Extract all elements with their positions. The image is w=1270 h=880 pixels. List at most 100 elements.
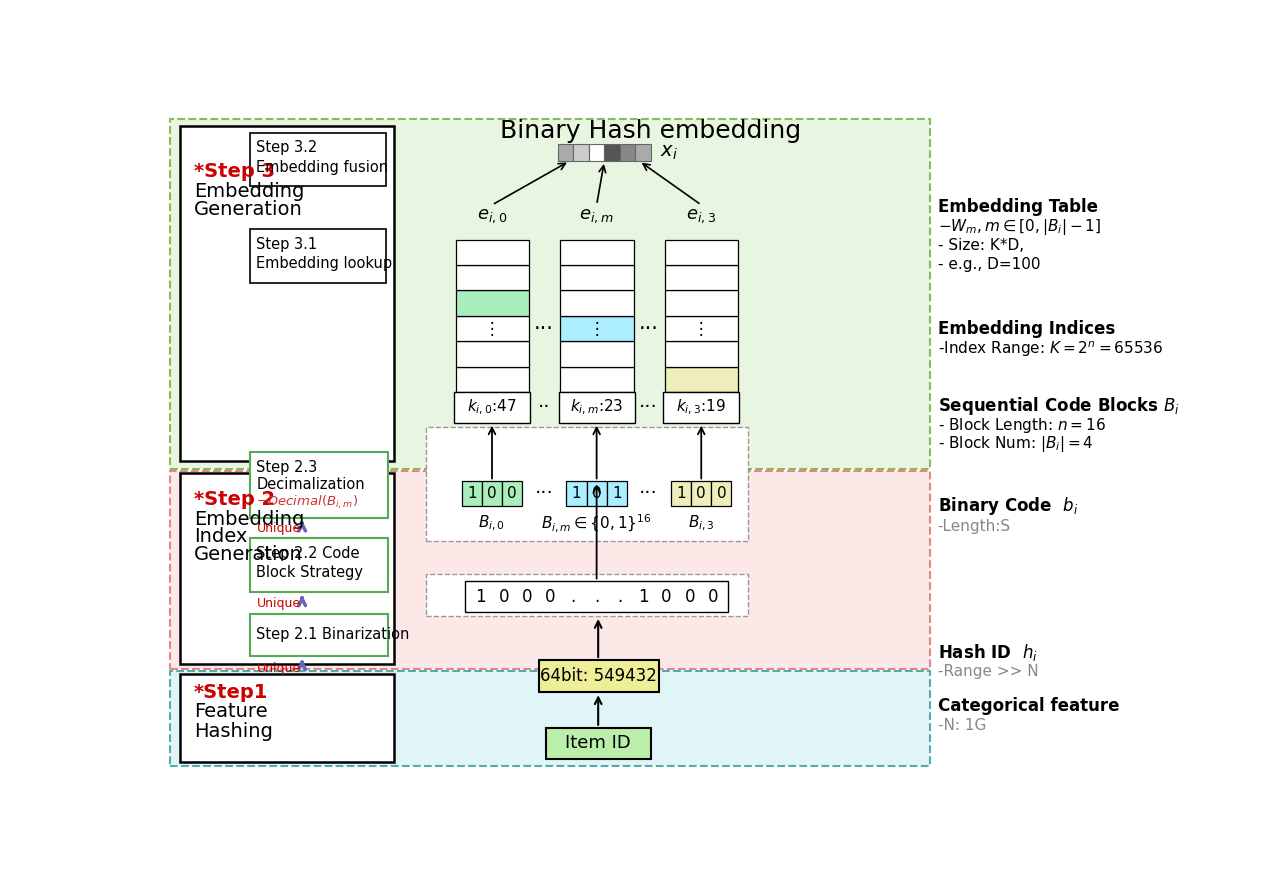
Bar xyxy=(664,316,738,341)
Text: - Block Num: $|B_i| = 4$: - Block Num: $|B_i| = 4$ xyxy=(937,435,1093,454)
Bar xyxy=(559,392,635,422)
Bar xyxy=(180,473,394,664)
Text: 0: 0 xyxy=(592,486,602,502)
Text: - Block Length: $n = 16$: - Block Length: $n = 16$ xyxy=(937,416,1106,436)
Text: $x_i$: $x_i$ xyxy=(660,143,678,162)
Text: .: . xyxy=(594,588,599,605)
Bar xyxy=(180,674,394,762)
Text: Embedding: Embedding xyxy=(193,510,304,529)
Bar xyxy=(607,481,627,506)
Bar xyxy=(180,127,394,461)
Bar xyxy=(560,239,634,265)
Bar xyxy=(170,119,930,469)
Bar xyxy=(481,481,502,506)
Text: Sequential Code Blocks $B_i$: Sequential Code Blocks $B_i$ xyxy=(937,395,1180,417)
Text: ···: ··· xyxy=(535,484,554,503)
Bar xyxy=(587,481,607,506)
Text: *Step 3: *Step 3 xyxy=(193,162,274,180)
Text: Item ID: Item ID xyxy=(565,734,631,752)
Text: ···: ··· xyxy=(533,319,554,339)
Text: Step 3.2: Step 3.2 xyxy=(257,141,318,156)
Bar xyxy=(558,144,573,161)
Text: Block Strategy: Block Strategy xyxy=(257,565,363,580)
Text: 0: 0 xyxy=(522,588,532,605)
Text: 1: 1 xyxy=(467,486,476,502)
Bar xyxy=(664,265,738,290)
Text: Embedding fusion: Embedding fusion xyxy=(257,159,389,175)
Bar xyxy=(250,614,389,656)
Text: Unique: Unique xyxy=(257,662,301,675)
Text: Generation: Generation xyxy=(193,200,302,219)
Bar xyxy=(691,481,711,506)
Text: Hash ID  $h_i$: Hash ID $h_i$ xyxy=(937,642,1038,663)
Text: 1: 1 xyxy=(572,486,582,502)
Text: 1: 1 xyxy=(638,588,649,605)
Bar xyxy=(170,471,930,669)
Text: 0: 0 xyxy=(545,588,555,605)
Bar xyxy=(538,660,659,693)
Text: *Step 2: *Step 2 xyxy=(193,490,274,510)
Text: *Step1: *Step1 xyxy=(193,683,268,702)
Text: 1: 1 xyxy=(612,486,621,502)
Bar xyxy=(250,229,386,282)
Bar xyxy=(620,144,635,161)
Text: Hashing: Hashing xyxy=(193,722,273,741)
Text: Step 2.2 Code: Step 2.2 Code xyxy=(257,546,359,561)
Text: ··: ·· xyxy=(537,398,550,417)
Text: ···: ··· xyxy=(639,484,658,503)
Text: ⋮: ⋮ xyxy=(484,319,500,338)
Bar xyxy=(573,144,589,161)
Text: -Length:S: -Length:S xyxy=(937,518,1011,533)
Text: $k_{i,m}$:23: $k_{i,m}$:23 xyxy=(570,398,624,417)
Text: Step 3.1: Step 3.1 xyxy=(257,237,318,252)
Text: $-Decimal(B_{i,m})$: $-Decimal(B_{i,m})$ xyxy=(257,494,358,511)
Bar xyxy=(635,144,650,161)
Text: Embedding: Embedding xyxy=(193,182,304,202)
Text: 0: 0 xyxy=(507,486,517,502)
Bar xyxy=(427,574,748,616)
Text: .: . xyxy=(570,588,577,605)
Text: 64bit: 549432: 64bit: 549432 xyxy=(540,667,657,686)
Bar xyxy=(664,341,738,367)
Text: Embedding Indices: Embedding Indices xyxy=(937,320,1115,338)
Text: $B_{i,3}$: $B_{i,3}$ xyxy=(688,513,715,532)
Text: .: . xyxy=(617,588,622,605)
Bar xyxy=(456,367,530,392)
Text: 0: 0 xyxy=(488,486,497,502)
Bar xyxy=(605,144,620,161)
Bar xyxy=(170,671,930,766)
Bar xyxy=(427,427,748,540)
Text: Feature: Feature xyxy=(193,702,267,721)
Text: $e_{i,m}$: $e_{i,m}$ xyxy=(579,208,613,225)
Text: -Range >> N: -Range >> N xyxy=(937,664,1039,679)
Text: 0: 0 xyxy=(707,588,718,605)
Text: ⋮: ⋮ xyxy=(693,319,710,338)
Text: $e_{i,0}$: $e_{i,0}$ xyxy=(476,208,507,225)
Text: ···: ··· xyxy=(639,319,658,339)
Text: 0: 0 xyxy=(685,588,695,605)
Text: Embedding lookup: Embedding lookup xyxy=(257,256,392,271)
Text: ···: ··· xyxy=(639,398,658,417)
Bar xyxy=(664,290,738,316)
Text: $k_{i,0}$:47: $k_{i,0}$:47 xyxy=(467,398,517,417)
Text: 0: 0 xyxy=(498,588,509,605)
Bar xyxy=(546,728,650,759)
Bar xyxy=(465,582,729,612)
Bar xyxy=(462,481,481,506)
Bar xyxy=(455,392,530,422)
Bar xyxy=(566,481,587,506)
Bar xyxy=(250,133,386,187)
Text: $B_{i,0}$: $B_{i,0}$ xyxy=(479,513,505,532)
Bar xyxy=(250,539,389,592)
Text: - Size: K*D,: - Size: K*D, xyxy=(937,238,1024,253)
Text: 0: 0 xyxy=(662,588,672,605)
Text: -Index Range: $K = 2^n = 65536$: -Index Range: $K = 2^n = 65536$ xyxy=(937,339,1163,359)
Bar xyxy=(250,452,389,517)
Text: -N: 1G: -N: 1G xyxy=(937,718,986,733)
Text: Binary Code  $b_i$: Binary Code $b_i$ xyxy=(937,495,1078,517)
Text: Step 2.1 Binarization: Step 2.1 Binarization xyxy=(257,627,410,642)
Bar xyxy=(456,341,530,367)
Text: 1: 1 xyxy=(475,588,485,605)
Bar xyxy=(456,290,530,316)
Text: 1: 1 xyxy=(677,486,686,502)
